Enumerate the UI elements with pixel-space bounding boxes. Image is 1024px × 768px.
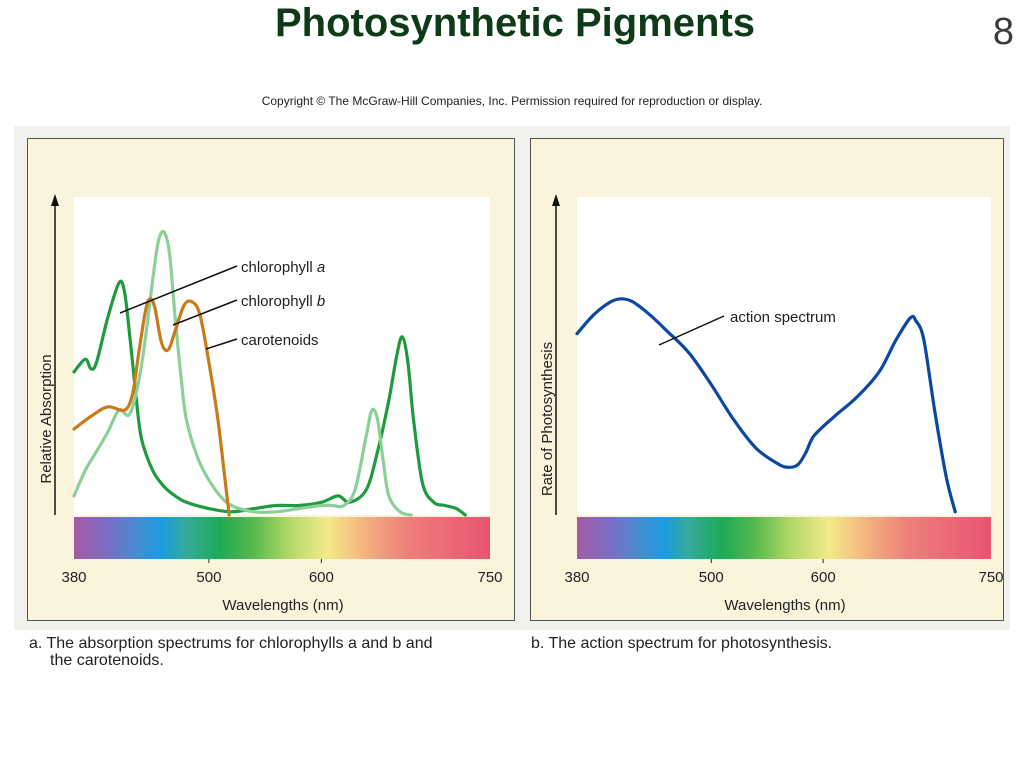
annotation-label: action spectrum <box>730 309 836 326</box>
series-line-chlorophyll-a <box>72 279 467 517</box>
x-tick-label: 500 <box>196 569 221 586</box>
annotation-leader-line <box>172 299 238 326</box>
caption-a-line1: a. The absorption spectrums for chloroph… <box>29 635 433 652</box>
series-line-chlorophyll-b <box>72 229 413 517</box>
x-tick-label: 600 <box>309 569 334 586</box>
absorption-chart: Relative Absorption 380 500 600 750 Wavelengt… <box>38 194 503 614</box>
x-tick-label: 600 <box>811 569 836 586</box>
annotation-leader-line <box>119 265 238 314</box>
absorption-chart-panel: Relative Absorption 380 500 600 750 Wavelengt… <box>27 138 515 621</box>
action-spectrum-chart-panel: Rate of Photosynthesis 380 500 600 750 Wavele… <box>530 138 1004 621</box>
action-spectrum-chart: Rate of Photosynthesis 380 500 600 750 Wavele… <box>539 194 1004 614</box>
y-axis-arrow-icon <box>552 194 560 206</box>
caption-a: a. The absorption spectrums for chloroph… <box>29 635 509 669</box>
x-tick-label: 750 <box>978 569 1003 586</box>
caption-b: b. The action spectrum for photosynthesi… <box>531 635 833 652</box>
annotation-label: carotenoids <box>241 332 319 349</box>
x-tick-label: 380 <box>61 569 86 586</box>
y-axis-label: Rate of Photosynthesis <box>539 342 556 496</box>
copyright-notice: Copyright © The McGraw-Hill Companies, I… <box>261 94 763 108</box>
visible-spectrum-bar <box>577 517 991 559</box>
series-line-action-spectrum <box>575 297 957 514</box>
slide-number: 8 <box>992 11 1014 53</box>
x-tick-label: 380 <box>564 569 589 586</box>
x-tick-label: 500 <box>699 569 724 586</box>
x-tick-label: 750 <box>477 569 502 586</box>
slide-title: Photosynthetic Pigments <box>274 1 756 45</box>
series-line-carotenoids <box>72 297 231 517</box>
annotation-leader-line <box>658 315 725 346</box>
annotation-label: chlorophyll b <box>241 293 325 310</box>
plot-area <box>577 197 991 515</box>
plot-area <box>74 197 490 515</box>
y-axis-label: Relative Absorption <box>38 354 55 483</box>
annotation-leader-line <box>205 338 238 350</box>
caption-a-line2: the carotenoids. <box>50 652 164 669</box>
x-axis-label: Wavelengths (nm) <box>222 597 343 614</box>
annotation-label: chlorophyll a <box>241 259 325 276</box>
visible-spectrum-bar <box>74 517 490 559</box>
x-axis-label: Wavelengths (nm) <box>724 597 845 614</box>
y-axis-arrow-icon <box>51 194 59 206</box>
